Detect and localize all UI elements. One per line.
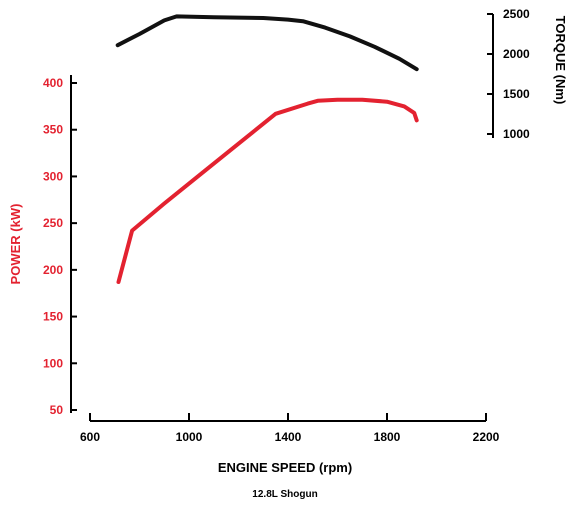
power-tick-label: 400 — [43, 76, 63, 90]
x-tick-label: 1800 — [374, 430, 401, 444]
power-tick-label: 250 — [43, 216, 63, 230]
x-axis-title: ENGINE SPEED (rpm) — [218, 460, 352, 475]
power-tick-label: 50 — [50, 403, 64, 417]
torque-tick-label: 1000 — [503, 127, 530, 141]
power-tick-label: 300 — [43, 169, 63, 183]
x-tick-label: 2200 — [473, 430, 500, 444]
power-tick-label: 150 — [43, 310, 63, 324]
power-tick-label: 100 — [43, 356, 63, 370]
x-tick-label: 600 — [80, 430, 100, 444]
x-tick-label: 1400 — [275, 430, 302, 444]
ticks: 600 1000 1400 1800 2200 50 100 150 200 250 300 350 4… — [43, 7, 530, 444]
power-axis-title: POWER (kW) — [8, 204, 23, 285]
power-tick-label: 350 — [43, 123, 63, 137]
x-tick-label: 1000 — [176, 430, 203, 444]
axes — [70, 14, 494, 422]
series — [115, 14, 419, 284]
torque-tick-label: 2500 — [503, 7, 530, 21]
torque-tick-label: 2000 — [503, 47, 530, 61]
torque-tick-label: 1500 — [503, 87, 530, 101]
torque-curve — [115, 14, 419, 72]
power-tick-label: 200 — [43, 263, 63, 277]
chart-caption: 12.8L Shogun — [252, 489, 317, 500]
power-curve — [116, 97, 419, 284]
torque-axis-title: TORQUE (Nm) — [553, 16, 568, 105]
